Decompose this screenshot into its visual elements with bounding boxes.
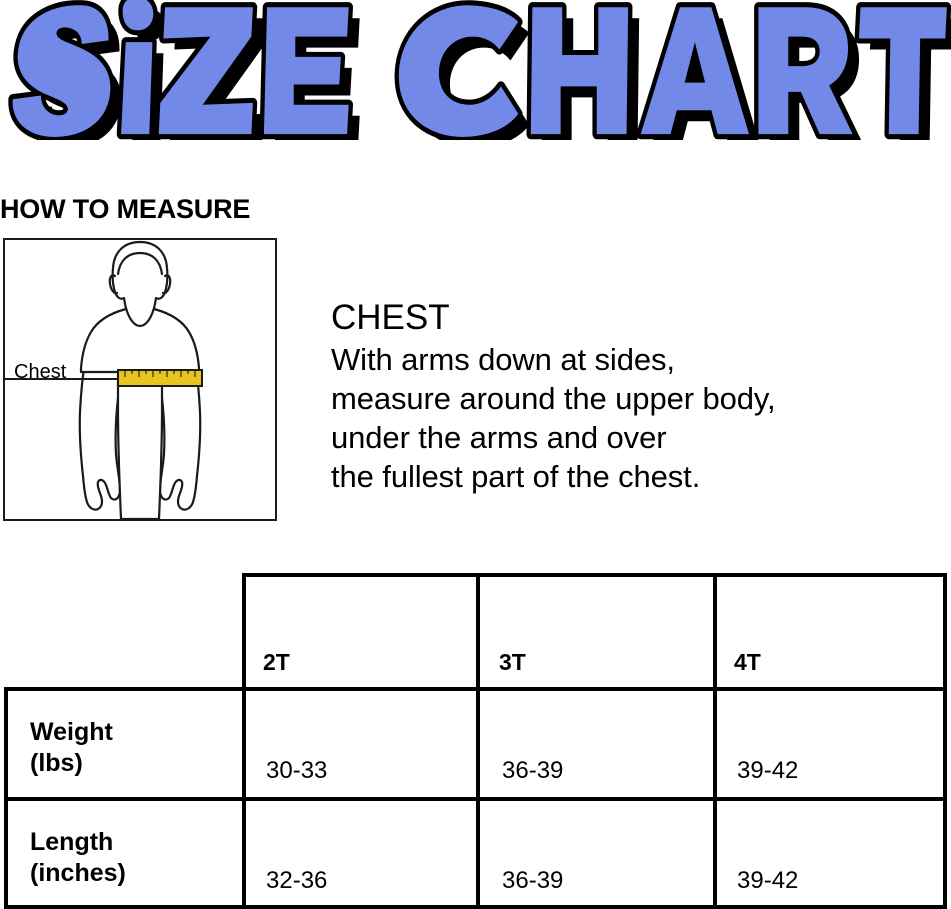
table-row-label-length: Length (inches)	[4, 797, 246, 909]
measuring-tape-icon	[117, 369, 203, 387]
table-cell-weight-4t-value: 39-42	[737, 757, 799, 784]
table-cell-length-4t-value: 39-42	[737, 867, 799, 894]
table-header-label-3t: 3T	[499, 649, 526, 675]
how-to-measure-heading: HOW TO MEASURE	[0, 194, 251, 224]
table-header-label-2t: 2T	[263, 649, 290, 675]
table-cell-weight-2t: 30-33	[242, 687, 480, 801]
table-cell-weight-2t-value: 30-33	[266, 757, 328, 784]
page-title-banner	[0, 0, 951, 140]
chest-description-line-1: With arms down at sides,	[331, 342, 675, 377]
table-cell-weight-4t: 39-42	[713, 687, 947, 801]
table-cell-length-4t: 39-42	[713, 797, 947, 909]
table-header-cell-4t: 4T	[713, 573, 947, 691]
chest-description-line-2: measure around the upper body,	[331, 381, 776, 416]
table-row-label-weight: Weight (lbs)	[4, 687, 246, 801]
male-torso-measurement-diagram	[5, 240, 203, 519]
size-chart-title-graphic	[0, 0, 951, 140]
table-cell-length-2t: 32-36	[242, 797, 480, 909]
table-row-label-weight-text: Weight (lbs)	[30, 718, 113, 777]
chest-figure-label: Chest	[14, 361, 67, 383]
table-cell-length-3t: 36-39	[476, 797, 717, 909]
chest-description-block: CHEST With arms down at sides, measure a…	[331, 296, 951, 496]
table-cell-length-2t-value: 32-36	[266, 867, 328, 894]
table-header-cell-3t: 3T	[476, 573, 717, 691]
measurement-figure-box	[3, 238, 277, 521]
table-cell-weight-3t-value: 36-39	[502, 757, 564, 784]
table-header-label-4t: 4T	[734, 649, 761, 675]
table-header-cell-2t: 2T	[242, 573, 480, 691]
chest-description-line-3: under the arms and over	[331, 420, 667, 455]
chest-description-line-4: the fullest part of the chest.	[331, 459, 701, 494]
size-table: 2T 3T 4T Weight (lbs) 30-33 36-39 39-42 …	[0, 565, 951, 909]
table-row-label-length-text: Length (inches)	[30, 828, 126, 887]
table-cell-weight-3t: 36-39	[476, 687, 717, 801]
chest-description-title: CHEST	[331, 298, 450, 337]
table-cell-length-3t-value: 36-39	[502, 867, 564, 894]
